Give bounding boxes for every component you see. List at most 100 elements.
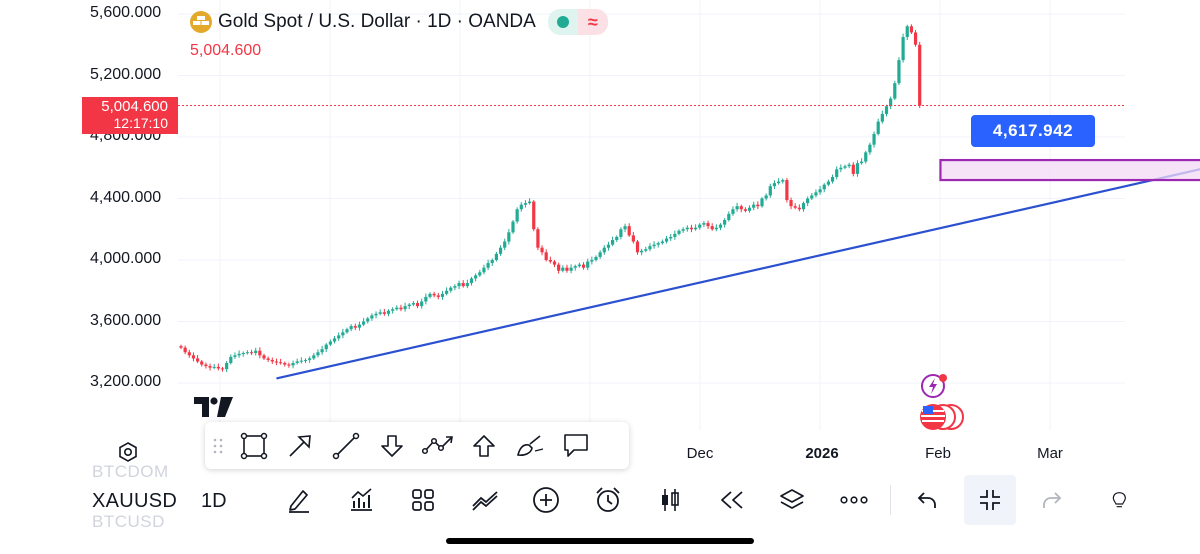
drawing-pen-icon[interactable] (279, 483, 319, 517)
fullscreen-exit-icon[interactable] (964, 475, 1016, 525)
candle-body (851, 164, 855, 174)
time-tick-label: 2026 (805, 445, 839, 462)
alarm-clock-icon[interactable] (588, 483, 628, 517)
candle-body (258, 350, 262, 356)
symbol-legend[interactable]: Gold Spot / U.S. Dollar · 1D · OANDA ≈ (190, 9, 608, 35)
callout-tool-icon[interactable] (553, 426, 599, 466)
last-price-label: 5,004.600 (190, 42, 262, 59)
idea-lightbulb-icon[interactable] (1106, 483, 1126, 517)
candle-body (557, 264, 561, 271)
candle-body (901, 37, 905, 61)
arrow-up-tool-icon[interactable] (461, 426, 507, 466)
trend-line-tool-icon[interactable] (323, 426, 369, 466)
candle-body (179, 346, 183, 348)
layouts-grid-icon[interactable] (403, 483, 443, 517)
candle-body (503, 241, 507, 248)
candle-body (689, 227, 694, 230)
candles-type-icon[interactable] (650, 483, 690, 517)
candle-body (893, 83, 897, 99)
candle-body (619, 229, 623, 237)
candle-body (814, 192, 818, 196)
compare-icon[interactable] (465, 483, 505, 517)
candle-body (868, 144, 872, 153)
candle-body (266, 358, 270, 360)
candle-body (312, 355, 316, 359)
candle-body (241, 353, 245, 355)
replay-rewind-icon[interactable] (712, 483, 752, 517)
object-tree-layers-icon[interactable] (772, 483, 812, 517)
price-tick-label: 4,000.000 (90, 250, 162, 267)
candle-body (428, 293, 432, 297)
candle-body (569, 267, 573, 271)
candle-body (249, 352, 254, 354)
candle-body (237, 353, 241, 356)
candle-body (196, 358, 200, 362)
price-tick-label: 5,200.000 (90, 65, 162, 83)
zone-layer[interactable] (939, 158, 1200, 182)
candle-body (611, 240, 615, 245)
us-flag-events-icon[interactable] (918, 402, 966, 432)
time-tick-label: Mar (1037, 445, 1063, 462)
add-plus-icon[interactable] (526, 483, 566, 517)
candle-body (245, 352, 249, 354)
chart-settings-icon[interactable] (117, 441, 139, 463)
candle-body (519, 204, 523, 210)
symbol-button[interactable]: XAUUSD (92, 490, 178, 512)
candle-body (706, 223, 710, 227)
candle-body (801, 203, 806, 210)
candle-body (420, 301, 424, 307)
candle-body (382, 312, 386, 314)
price-tick-label: 3,200.000 (90, 373, 162, 390)
candle-body (627, 226, 631, 236)
candle-body (187, 352, 191, 356)
home-indicator (446, 538, 754, 544)
candle-body (374, 313, 378, 316)
candle-body (694, 227, 698, 230)
trendline-price-callout[interactable]: 4,617.942 (971, 115, 1095, 147)
candle-body (445, 290, 449, 294)
candle-body (540, 247, 544, 253)
arrow-tool-icon[interactable] (277, 426, 323, 466)
chart-title: Gold Spot / U.S. Dollar · 1D · OANDA (218, 11, 536, 32)
candle-body (453, 286, 457, 288)
candle-body (876, 121, 880, 134)
candle-body (606, 244, 611, 248)
candle-body (835, 169, 839, 177)
redo-icon[interactable] (1032, 483, 1072, 517)
candle-body (378, 312, 382, 314)
tradingview-logo-icon (194, 397, 233, 417)
chart-grid (178, 0, 1125, 430)
candle-body (806, 198, 810, 204)
candle-body (287, 364, 291, 366)
candle-body (536, 229, 540, 248)
candle-body (279, 362, 283, 364)
drag-handle-icon[interactable] (205, 426, 231, 466)
more-options-icon[interactable] (834, 483, 874, 517)
candle-body (640, 250, 644, 253)
candle-body (909, 26, 913, 33)
brush-tool-icon[interactable] (507, 426, 553, 466)
support-zone-rectangle[interactable] (939, 158, 1200, 182)
candle-body (341, 332, 345, 336)
undo-icon[interactable] (907, 483, 947, 517)
candle-body (349, 326, 353, 330)
candle-body (573, 266, 577, 268)
candle-body (669, 236, 673, 239)
candle-body (457, 283, 461, 287)
candle-body (320, 349, 324, 353)
candle-body (590, 260, 594, 262)
candle-body (581, 264, 586, 268)
interval-button[interactable]: 1D (201, 490, 227, 512)
status-pill[interactable]: ≈ (547, 9, 608, 35)
indicators-icon[interactable] (341, 483, 381, 517)
candle-body (411, 303, 415, 305)
path-tool-icon[interactable] (415, 426, 461, 466)
rectangle-tool-icon[interactable] (231, 426, 277, 466)
alert-bolt-icon[interactable] (920, 372, 950, 400)
arrow-down-tool-icon[interactable] (369, 426, 415, 466)
candle-body (598, 252, 602, 257)
candle-body (357, 324, 362, 328)
candle-body (594, 256, 598, 260)
candle-body (918, 44, 922, 106)
